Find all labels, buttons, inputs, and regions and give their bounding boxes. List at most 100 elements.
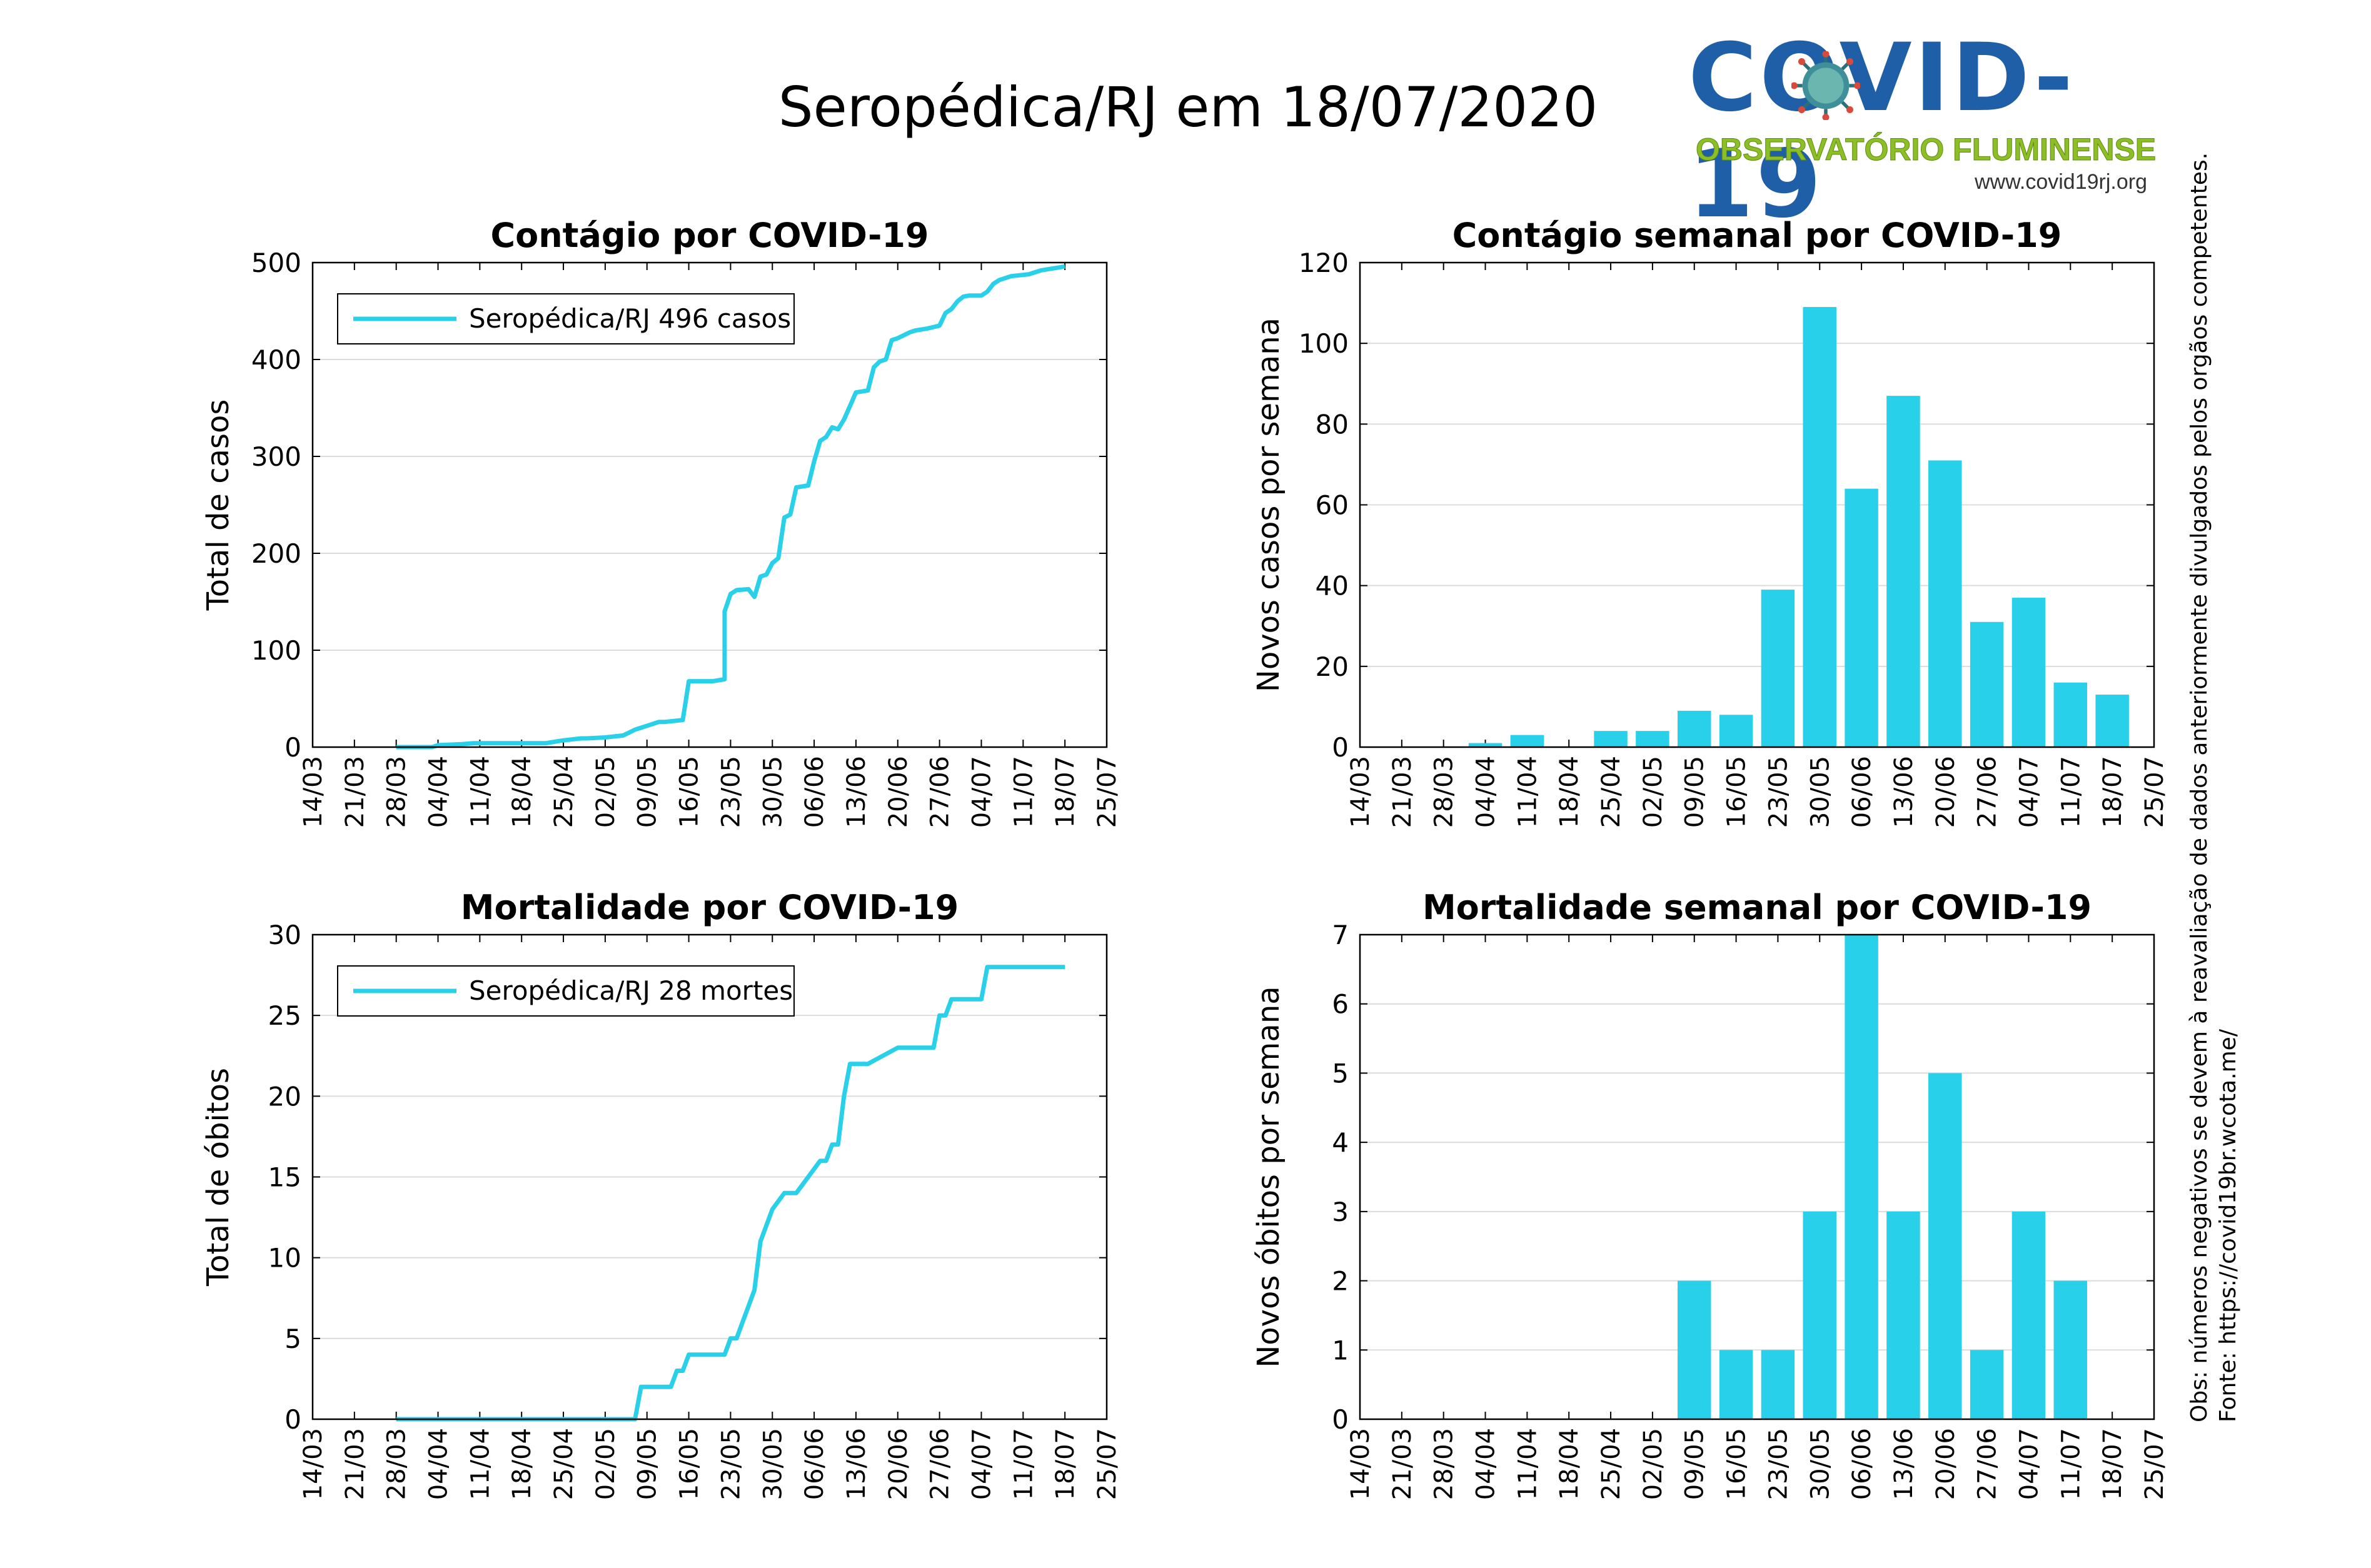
x-tick-label: 16/05 <box>675 756 704 828</box>
x-tick-label: 18/07 <box>2098 756 2127 828</box>
chart-title: Mortalidade por COVID-19 <box>461 888 959 927</box>
bar <box>2053 1280 2088 1419</box>
logo-url: www.covid19rj.org <box>1975 170 2147 194</box>
x-tick-label: 28/03 <box>383 1428 411 1500</box>
y-tick-label: 10 <box>268 1243 301 1274</box>
x-tick-label: 25/07 <box>2140 756 2169 828</box>
bar <box>1468 743 1503 747</box>
bar <box>1761 590 1795 747</box>
bar <box>2011 1211 2046 1419</box>
plot-frame <box>311 261 1108 748</box>
chart-panel-1: 0 20 40 60 80 100 120 14/03 21/03 28/03 04/04 11/04… <box>1251 216 2169 828</box>
y-tick-label: 0 <box>284 1404 301 1435</box>
x-tick-label: 14/03 <box>299 756 328 828</box>
x-tick-label: 11/04 <box>466 756 495 828</box>
y-tick-label: 20 <box>268 1081 301 1112</box>
x-tick-label: 18/07 <box>1051 756 1080 828</box>
x-tick-label: 30/05 <box>1806 756 1835 828</box>
bar <box>2095 695 2129 747</box>
bar <box>2053 682 2088 747</box>
x-tick-label: 18/04 <box>1555 1428 1584 1500</box>
x-tick-label: 30/05 <box>1806 1428 1835 1500</box>
plot-frame <box>1359 933 2155 1420</box>
x-tick-label: 21/03 <box>1388 1428 1417 1500</box>
x-tick-label: 09/05 <box>1681 1428 1709 1500</box>
x-tick-label: 06/06 <box>800 1428 829 1500</box>
y-tick-label: 5 <box>1332 1058 1349 1088</box>
y-tick-label: 3 <box>1332 1197 1349 1227</box>
x-tick-label: 04/04 <box>425 756 453 828</box>
y-tick-label: 80 <box>1316 409 1349 440</box>
bar <box>1803 1211 1836 1419</box>
y-tick-label: 120 <box>1299 248 1349 278</box>
bar <box>1970 1350 2004 1419</box>
y-axis-label: Total de óbitos <box>201 1068 236 1287</box>
y-tick-label: 0 <box>1332 732 1349 763</box>
y-tick-label: 100 <box>251 635 301 666</box>
x-tick-label: 21/03 <box>1388 756 1417 828</box>
x-tick-label: 04/04 <box>1472 1428 1501 1500</box>
y-axis-label: Novos óbitos por semana <box>1251 986 1286 1367</box>
bar <box>1761 1350 1795 1419</box>
x-tick-label: 14/03 <box>299 1428 328 1500</box>
x-tick-label: 13/06 <box>1890 1428 1918 1500</box>
x-tick-label: 13/06 <box>1890 756 1918 828</box>
x-tick-label: 14/03 <box>1346 1428 1375 1500</box>
x-tick-label: 25/07 <box>1093 1428 1122 1500</box>
x-tick-label: 06/06 <box>800 756 829 828</box>
logo-title: COVID-19 <box>1688 24 2076 239</box>
plot-frame <box>311 933 1108 1420</box>
bar <box>1510 735 1544 747</box>
y-tick-label: 7 <box>1332 920 1349 950</box>
x-tick-label: 25/07 <box>1093 756 1122 828</box>
bar <box>2011 598 2046 747</box>
x-tick-label: 28/03 <box>1430 1428 1459 1500</box>
x-tick-label: 30/05 <box>758 1428 787 1500</box>
x-tick-label: 13/06 <box>842 756 871 828</box>
x-tick-label: 04/04 <box>425 1428 453 1500</box>
x-tick-label: 21/03 <box>341 1428 370 1500</box>
x-tick-label: 09/05 <box>633 756 662 828</box>
x-tick-label: 04/04 <box>1472 756 1501 828</box>
logo-subtitle: OBSERVATÓRIO FLUMINENSE <box>1695 132 2157 168</box>
x-tick-label: 09/05 <box>1681 756 1709 828</box>
x-tick-label: 16/05 <box>1723 1428 1751 1500</box>
chart-panel-0: 0 100 200 300 400 500 14/03 21/03 28/03 04/04 11/0… <box>201 216 1122 828</box>
bar <box>1928 1073 1962 1419</box>
bar <box>1719 1350 1753 1419</box>
x-tick-label: 18/04 <box>508 1428 536 1500</box>
x-tick-label: 16/05 <box>1723 756 1751 828</box>
y-tick-label: 0 <box>284 732 301 763</box>
x-tick-label: 28/03 <box>383 756 411 828</box>
bar <box>1719 715 1753 747</box>
x-tick-label: 23/05 <box>1764 756 1793 828</box>
y-tick-label: 5 <box>284 1324 301 1354</box>
y-tick-label: 100 <box>1299 328 1349 359</box>
x-tick-label: 25/04 <box>1597 1428 1626 1500</box>
legend-label: Seropédica/RJ 28 mortes <box>469 975 793 1006</box>
x-tick-label: 11/07 <box>2056 1428 2085 1500</box>
x-tick-label: 11/04 <box>1513 756 1542 828</box>
x-tick-label: 21/03 <box>341 756 370 828</box>
x-tick-label: 02/05 <box>591 1428 620 1500</box>
y-axis-label: Novos casos por semana <box>1251 318 1286 692</box>
chart-panel-3: 0 1 2 3 4 5 6 7 14/03 21/03 28/03 04/04 11/04 18/04 25… <box>1251 888 2169 1500</box>
x-tick-label: 11/04 <box>466 1428 495 1500</box>
y-tick-label: 2 <box>1332 1266 1349 1297</box>
legend: Seropédica/RJ 496 casos <box>337 293 795 344</box>
x-tick-label: 06/06 <box>1848 1428 1876 1500</box>
legend-label: Seropédica/RJ 496 casos <box>469 303 791 334</box>
bar <box>1886 1211 1920 1419</box>
x-tick-label: 27/06 <box>1973 1428 2002 1500</box>
x-tick-label: 04/07 <box>2015 1428 2043 1500</box>
x-tick-label: 11/07 <box>1009 756 1038 828</box>
y-tick-label: 200 <box>251 538 301 569</box>
logo: COVID-19 OBSERVATÓRIO FLUMINENSE www.cov… <box>1688 25 2163 238</box>
bar <box>1678 1280 1711 1419</box>
x-tick-label: 13/06 <box>842 1428 871 1500</box>
x-tick-label: 25/04 <box>550 1428 578 1500</box>
x-tick-label: 16/05 <box>675 1428 704 1500</box>
y-tick-label: 20 <box>1316 651 1349 682</box>
x-tick-label: 23/05 <box>717 756 745 828</box>
